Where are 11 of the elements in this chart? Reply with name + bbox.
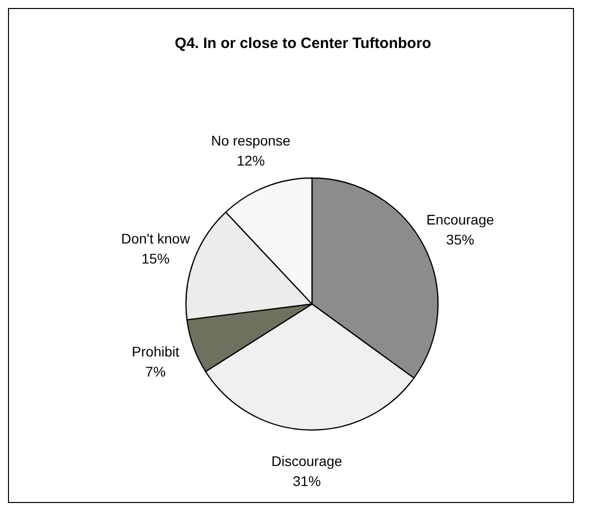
slice-label: Discourage bbox=[271, 453, 342, 470]
chart-title: Q4. In or close to Center Tuftonboro bbox=[174, 35, 432, 52]
data-label: 15% bbox=[141, 250, 170, 267]
slice-label: Don't know bbox=[121, 230, 191, 247]
data-label: 31% bbox=[292, 473, 321, 490]
slice-label: No response bbox=[211, 132, 291, 148]
data-label: 12% bbox=[236, 152, 265, 168]
data-label: 7% bbox=[145, 363, 166, 380]
slice-label: Prohibit bbox=[132, 343, 180, 360]
slice-label: Encourage bbox=[426, 211, 494, 228]
data-label: 35% bbox=[446, 231, 474, 248]
